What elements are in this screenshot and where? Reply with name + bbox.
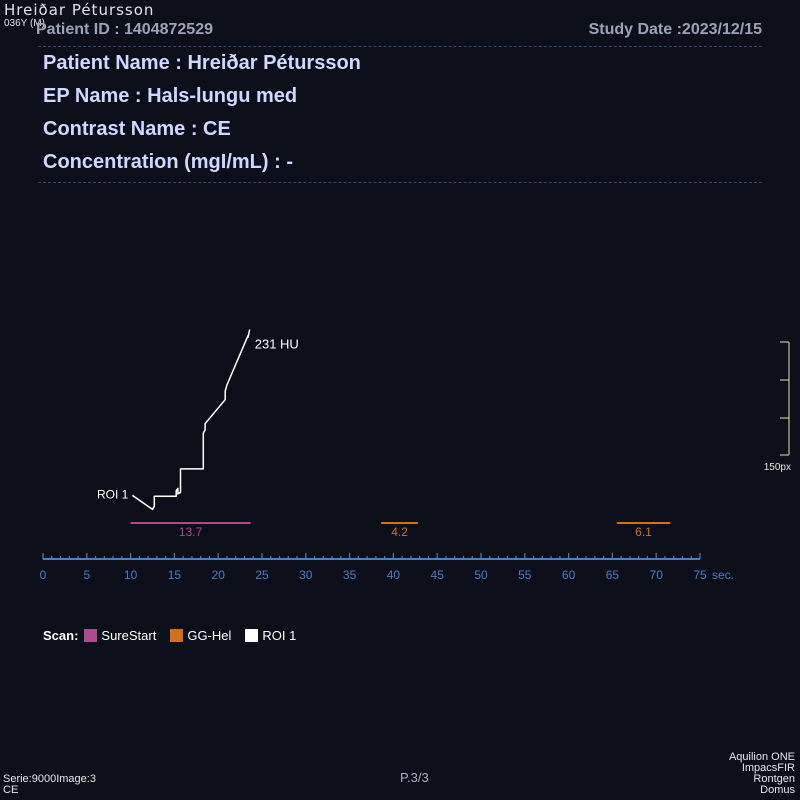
roi-peak-label: 231 HU [255, 336, 299, 351]
x-tick-label: 15 [168, 568, 182, 582]
legend-label-gg-hel: GG-Hel [187, 628, 232, 643]
x-tick-label: 0 [40, 568, 47, 582]
x-tick-label: 55 [518, 568, 532, 582]
roi-start-label: ROI 1 [97, 487, 129, 501]
x-tick-label: 60 [562, 568, 576, 582]
series-image-label: Serie:9000Image:3 [3, 773, 96, 785]
scale-bar-label: 150px [764, 462, 791, 473]
legend-swatch-surestart [84, 629, 98, 642]
x-tick-label: 10 [124, 568, 138, 582]
scan-segment-label: 6.1 [635, 525, 652, 539]
x-tick-label: 35 [343, 568, 357, 582]
x-tick-label: 30 [299, 568, 313, 582]
x-tick-label: 40 [387, 568, 401, 582]
x-tick-label: 50 [474, 568, 488, 582]
x-axis-label: sec. [712, 568, 734, 582]
patient-id: Patient ID : 1404872529 [36, 21, 213, 38]
reconstruction-label: ImpacsFIR [741, 762, 795, 774]
scan-legend: Scan: SureStart GG-Hel ROI 1 [43, 628, 310, 643]
x-tick-label: 70 [650, 568, 664, 582]
series-type-label: CE [3, 784, 19, 796]
legend-label-surestart: SureStart [101, 628, 157, 643]
scanner-model: Aquilion ONE [728, 751, 795, 763]
scale-bar: 150px [764, 341, 791, 473]
header-divider [38, 46, 762, 47]
patient-name-field: Patient Name : Hreiðar Pétursson [43, 52, 361, 74]
legend-swatch-gg-hel [170, 629, 184, 642]
x-tick-label: 25 [255, 568, 269, 582]
x-tick-label: 65 [606, 568, 620, 582]
page-indicator: P.3/3 [400, 770, 429, 785]
legend-item-gg-hel: GG-Hel [170, 628, 231, 643]
legend-item-surestart: SureStart [84, 628, 156, 643]
legend-title: Scan: [43, 628, 79, 643]
info-divider [38, 182, 762, 183]
institution-line-1: Rontgen [753, 773, 795, 785]
concentration-field: Concentration (mgI/mL) : - [43, 151, 293, 173]
legend-item-roi-1: ROI 1 [245, 628, 296, 643]
roi-curve [131, 329, 251, 511]
x-tick-label: 5 [83, 568, 90, 582]
contrast-name-field: Contrast Name : CE [43, 118, 231, 140]
x-tick-label: 45 [431, 568, 445, 582]
institution-line-2: Domus [760, 784, 795, 796]
corner-patient-name: Hreiðar Pétursson [4, 1, 155, 19]
legend-swatch-roi-1 [245, 629, 259, 642]
study-date: Study Date :2023/12/15 [588, 21, 762, 38]
legend-label-roi-1: ROI 1 [262, 628, 297, 643]
scan-segment-label: 13.7 [179, 525, 203, 539]
scan-segment-label: 4.2 [391, 525, 408, 539]
x-tick-label: 75 [693, 568, 707, 582]
age-sex-label: 036Y (M) [4, 18, 45, 29]
x-tick-label: 20 [212, 568, 226, 582]
ep-name-field: EP Name : Hals-lungu med [43, 85, 298, 107]
